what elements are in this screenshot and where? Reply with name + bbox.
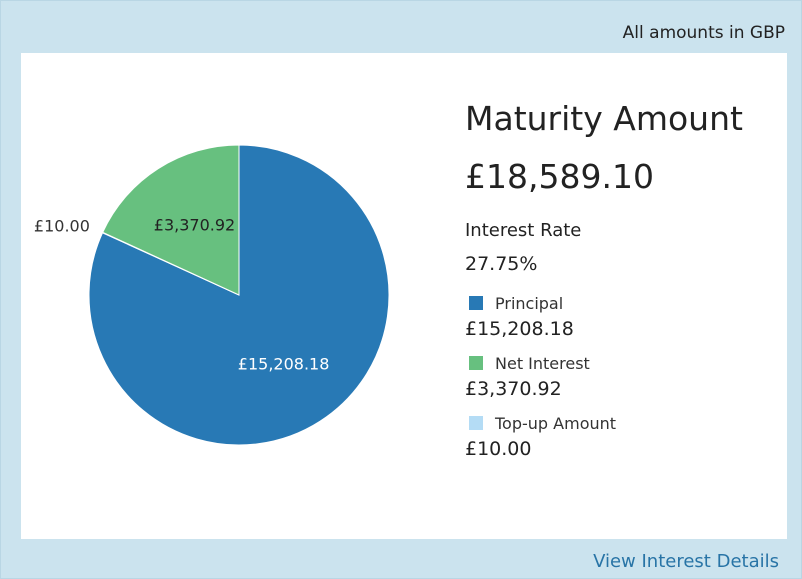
pie-label-principal: £15,208.18 [238, 354, 330, 373]
interest-rate-label: Interest Rate [465, 220, 582, 241]
pie-chart-area: £15,208.18 £10.00 £3,370.92 [21, 53, 461, 539]
view-interest-details-link[interactable]: View Interest Details [593, 551, 779, 572]
result-card: £15,208.18 £10.00 £3,370.92 Maturity Amoun… [21, 53, 787, 539]
legend-swatch-net-interest [469, 356, 483, 370]
legend-name-top-up: Top-up Amount [495, 413, 617, 433]
legend-swatch-principal [469, 296, 483, 310]
legend-swatch-top-up [469, 416, 483, 430]
pie-label-top-up-amount: £10.00 [34, 217, 90, 236]
legend-value-principal: £15,208.18 [465, 318, 574, 340]
legend-item-net-interest: Net Interest £3,370.92 [465, 351, 743, 403]
interest-rate-value: 27.75% [465, 253, 538, 275]
pie-chart: £15,208.18 £10.00 £3,370.92 [34, 144, 390, 446]
currency-note: All amounts in GBP [622, 23, 785, 43]
summary-panel: Maturity Amount £18,589.10 Interest Rate… [465, 97, 743, 471]
legend-name-net-interest: Net Interest [495, 353, 590, 373]
pie-slice-net-interest [102, 144, 240, 296]
legend-value-net-interest: £3,370.92 [465, 378, 562, 400]
pie-label-net-interest: £3,370.92 [154, 216, 235, 235]
legend-name-principal: Principal [495, 293, 564, 313]
legend: Principal £15,208.18 Net Interest £3,370… [465, 291, 743, 463]
maturity-amount-label: Maturity Amount [465, 99, 743, 138]
legend-item-principal: Principal £15,208.18 [465, 291, 743, 343]
legend-item-top-up: Top-up Amount £10.00 [465, 411, 743, 463]
legend-value-top-up: £10.00 [465, 438, 532, 460]
maturity-amount-value: £18,589.10 [465, 157, 654, 196]
